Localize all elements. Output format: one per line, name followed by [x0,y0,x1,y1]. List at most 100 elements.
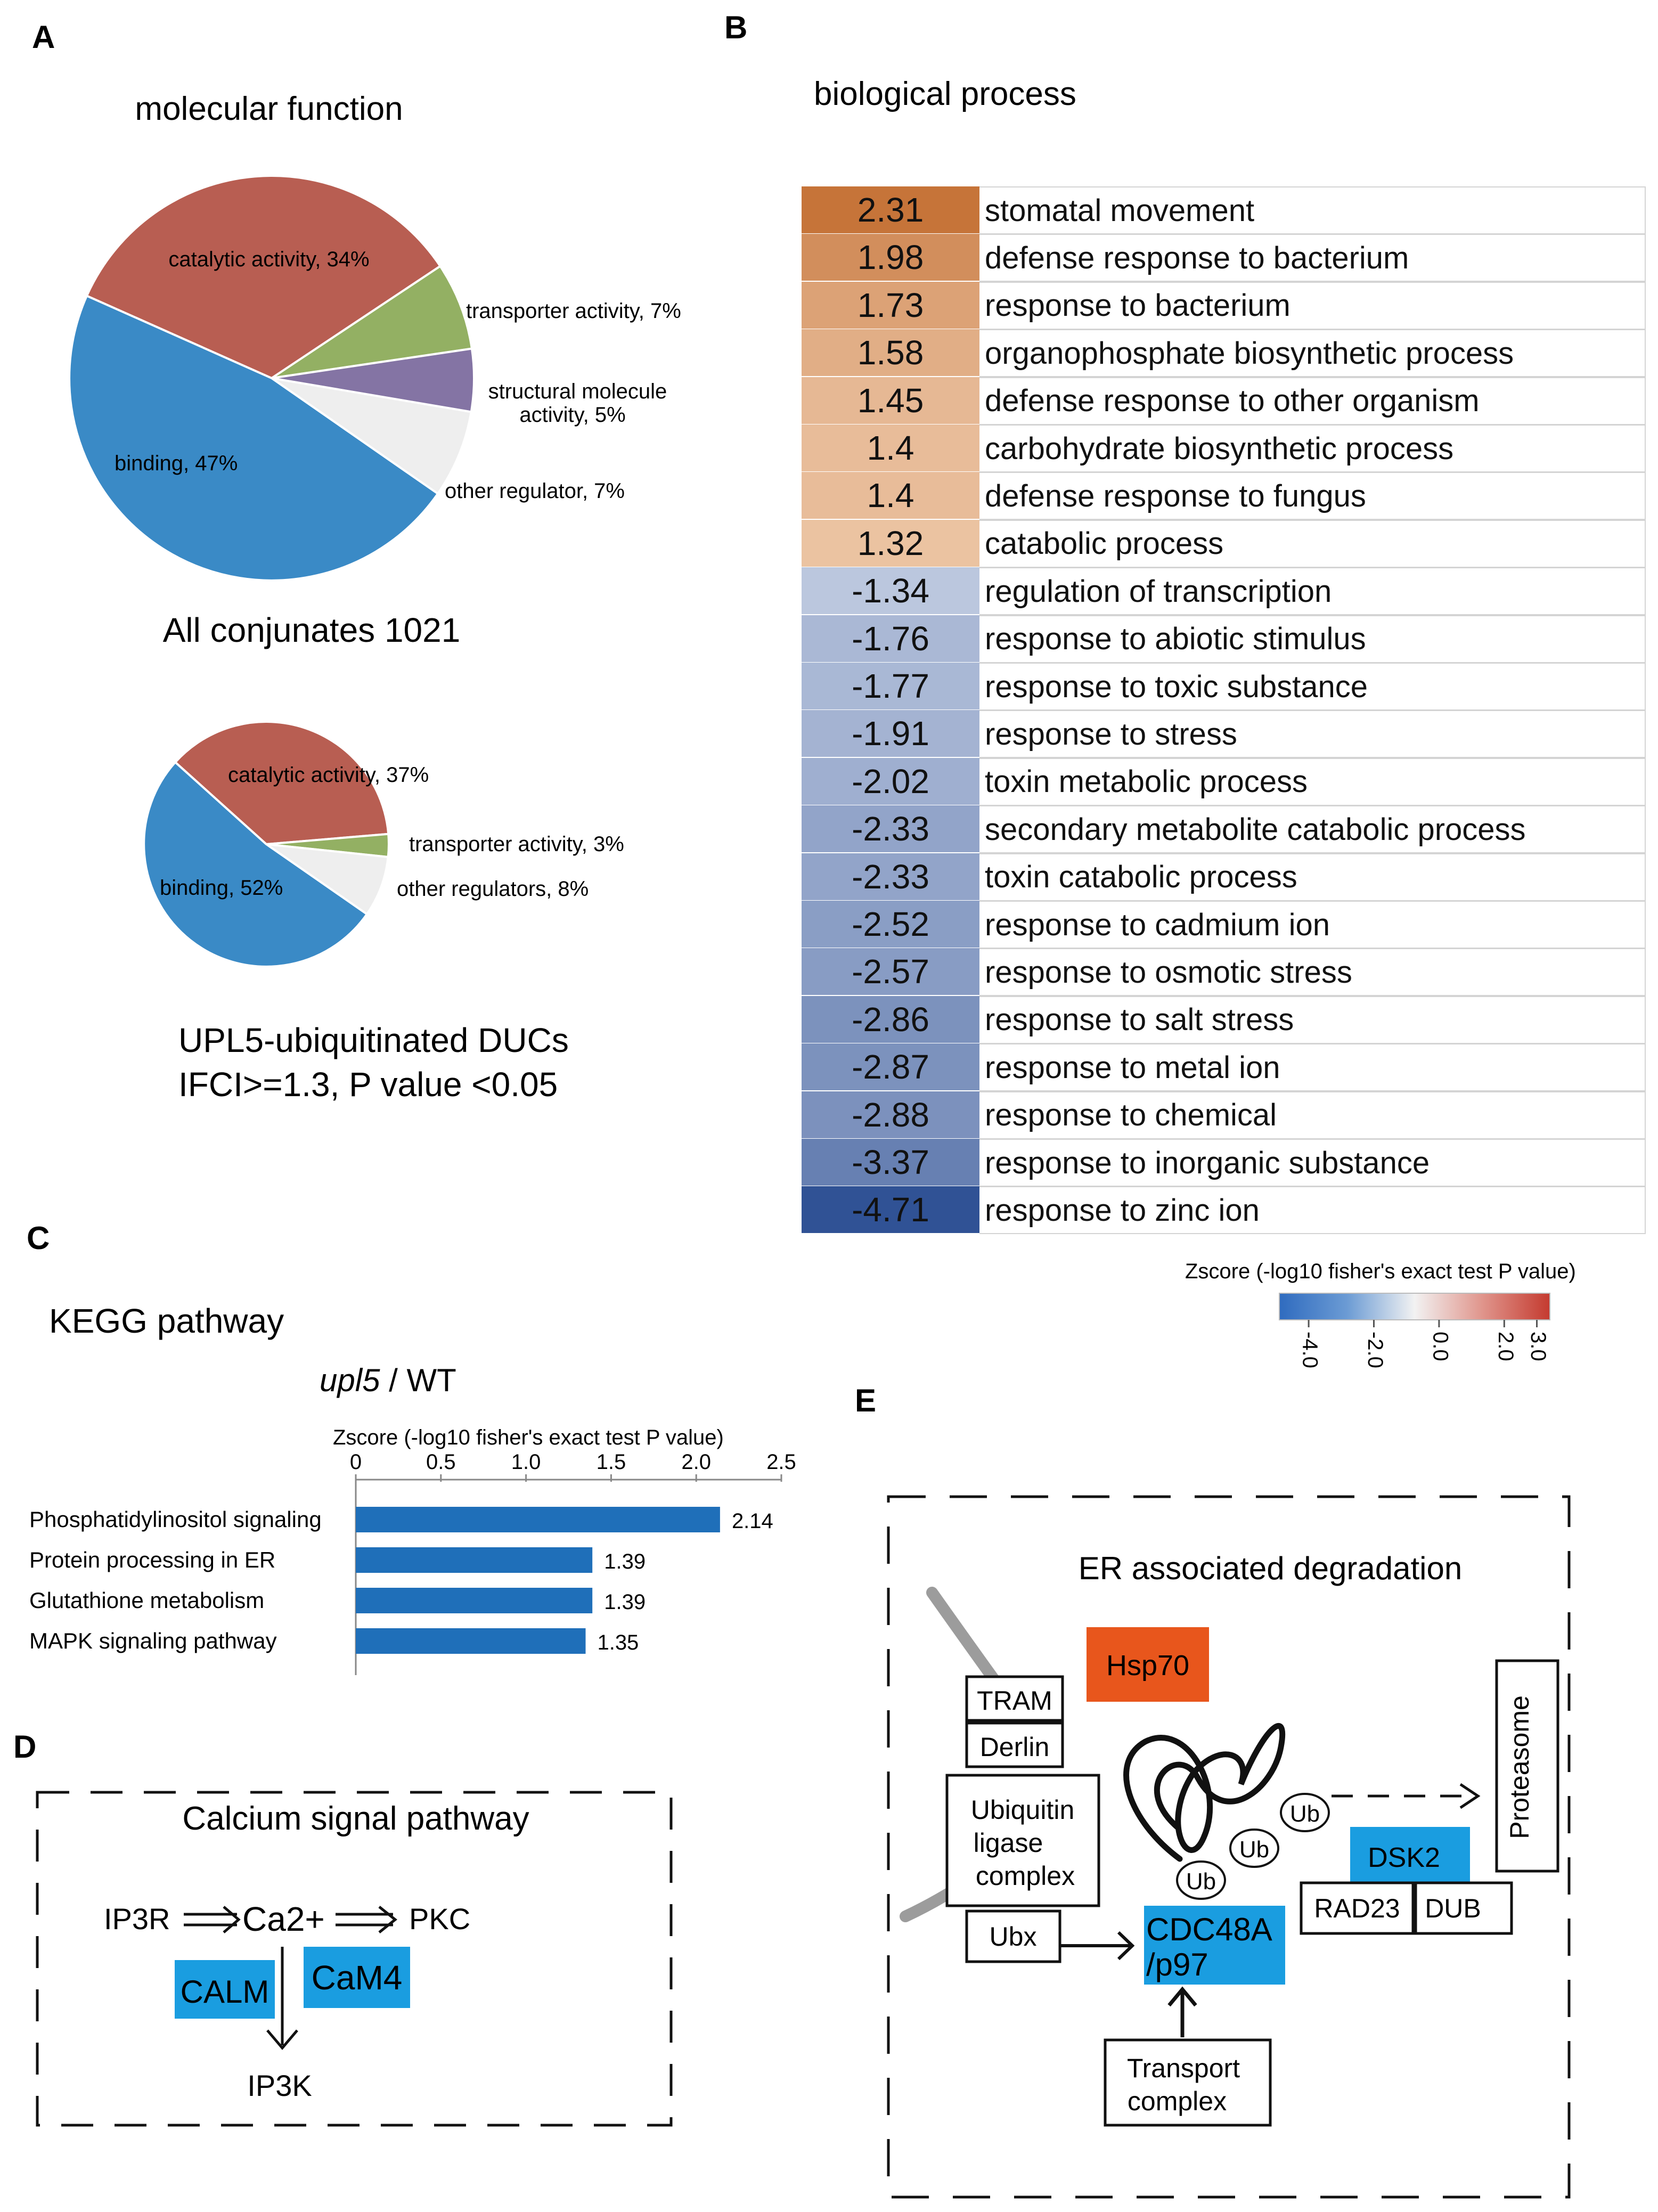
heatmap-term-label: stomatal movement [979,186,1646,234]
heatmap-term-label: response to bacterium [979,281,1646,330]
heatmap-row: -2.02 toxin metabolic process [802,757,1646,806]
kegg-bar [356,1507,720,1532]
heatmap-term-label: secondary metabolite catabolic process [979,805,1646,854]
heatmap-term-label: response to osmotic stress [979,948,1646,997]
cam4-box [304,1947,410,2008]
node-transport: Transport complex [1127,2053,1240,2116]
kegg-category-label: Glutathione metabolism [29,1588,264,1613]
heatmap-row: -1.34 regulation of transcription [802,567,1646,616]
dsk2-box [1350,1827,1470,1885]
kegg-tick-label: 1.0 [511,1450,541,1474]
kegg-category-label: MAPK signaling pathway [29,1628,277,1653]
pie2-label-catalytic: catalytic activity, 37% [228,763,429,787]
heatmap-value-cell: 2.31 [802,186,979,233]
ub-label-2: Ub [1239,1836,1269,1863]
heatmap-value-cell: 1.98 [802,234,979,281]
heatmap-row: -1.76 response to abiotic stimulus [802,615,1646,663]
ubx-box [965,1909,1061,1963]
pie1-label-other: other regulator, 7% [445,479,625,503]
heatmap-term-label: toxin metabolic process [979,757,1646,806]
heatmap-term-label: response to salt stress [979,995,1646,1044]
node-ca: Ca2+ [242,1900,325,1938]
heatmap-row: -1.77 response to toxic substance [802,663,1646,711]
node-cam4: CaM4 [312,1958,403,1997]
colorbar-tick-label: 2.0 [1494,1332,1517,1361]
node-calm: CALM [181,1974,269,2010]
heatmap-row: -2.87 response to metal ion [802,1043,1646,1092]
kegg-bar [356,1588,593,1613]
node-dub: DUB [1425,1893,1481,1923]
arrow-transport-cdc48 [1167,1986,1197,2037]
heatmap-term-label: response to metal ion [979,1043,1646,1092]
node-dsk2: DSK2 [1368,1842,1440,1873]
ub-label-1: Ub [1290,1801,1320,1827]
colorbar-tick-label: 3.0 [1526,1332,1550,1361]
ub-tag-2: Ub [1229,1829,1279,1868]
kegg-tick-label: 1.5 [597,1450,626,1474]
pie1-labels: catalytic activity, 34% transporter acti… [115,248,681,503]
heatmap-row: 1.32 catabolic process [802,519,1646,568]
heatmap-value-cell: -2.57 [802,948,979,995]
heatmap-value-cell: -2.87 [802,1043,979,1091]
calm-box [175,1960,275,2019]
heatmap-term-label: response to zinc ion [979,1186,1646,1235]
heatmap-term-label: response to chemical [979,1091,1646,1139]
arrow-ip3r-ca [184,1906,241,1933]
panel-label-c: C [27,1220,50,1256]
node-cdc48: CDC48A/p97 [1146,1912,1272,1982]
heatmap-value-cell: -2.86 [802,995,979,1043]
heatmap-row: 1.73 response to bacterium [802,281,1646,330]
heatmap-value-cell: -3.37 [802,1139,979,1186]
erad-title: ER associated degradation [1079,1550,1462,1586]
kegg-tick-label: 2.0 [681,1450,711,1474]
pie2-caption-line2: IFCI>=1.3, P value <0.05 [178,1065,558,1104]
node-ubx: Ubx [990,1922,1037,1952]
pie-chart-upl5-ducs [143,721,390,968]
heatmap-term-label: organophosphate biosynthetic process [979,329,1646,378]
pie1-label-catalytic: catalytic activity, 34% [168,248,369,271]
heatmap-row: -1.91 response to stress [802,710,1646,758]
kegg-title: KEGG pathway [49,1302,284,1340]
pie1-label-transporter: transporter activity, 7% [466,299,681,323]
pie2-slice-3 [143,761,369,968]
cdc48-box [1144,1906,1285,1985]
heatmap-term-label: defense response to bacterium [979,234,1646,282]
pie1-slice-3 [271,377,473,495]
arrow-ca-pkc [336,1906,398,1933]
heatmap-value-cell: 1.4 [802,425,979,471]
node-derlin: Derlin [980,1732,1050,1762]
panel-label-b: B [724,10,747,45]
heatmap-value-cell: -1.76 [802,615,979,662]
kegg-bar [356,1547,593,1573]
kegg-subtitle: upl5 / WT [320,1362,456,1398]
node-hsp70: Hsp70 [1106,1650,1189,1682]
pie2-caption-line1: UPL5-ubiquitinated DUCs [178,1021,569,1059]
node-ligase: Ubiquitin ligase complex [971,1795,1075,1891]
heatmap-row: 2.31 stomatal movement [802,186,1646,234]
colorbar-title: Zscore (-log10 fisher's exact test P val… [1185,1260,1576,1283]
heatmap-term-label: carbohydrate biosynthetic process [979,425,1646,472]
kegg-tick-label: 2.5 [766,1450,796,1474]
panel-label-a: A [32,19,55,55]
pie2-slice-2 [265,843,389,916]
heatmap-value-cell: -1.77 [802,663,979,709]
colorbar-tick-label: 0.0 [1428,1332,1452,1361]
node-pkc: PKC [409,1902,470,1936]
heatmap-row: 1.45 defense response to other organism [802,377,1646,425]
ub-tag-1: Ub [1280,1793,1330,1832]
heatmap-row: -2.33 toxin catabolic process [802,853,1646,901]
dashed-arrow-head [1459,1783,1481,1809]
heatmap-value-cell: 1.73 [802,281,979,329]
pie1-slice-1 [271,264,473,379]
pie1-label-binding: binding, 47% [115,452,238,475]
heatmap-row: -2.33 secondary metabolite catabolic proc… [802,805,1646,854]
pie2-slice-0 [174,721,390,846]
substrate-polypeptide [1123,1723,1286,1862]
heatmap-value-cell: 1.58 [802,329,979,377]
heatmap-value-cell: -1.34 [802,567,979,615]
pie2-labels: catalytic activity, 37% transporter acti… [160,763,624,901]
heatmap-row: -2.57 response to osmotic stress [802,948,1646,997]
pie-chart-molecular-function [68,175,475,582]
heatmap-row: -4.71 response to zinc ion [802,1186,1646,1235]
